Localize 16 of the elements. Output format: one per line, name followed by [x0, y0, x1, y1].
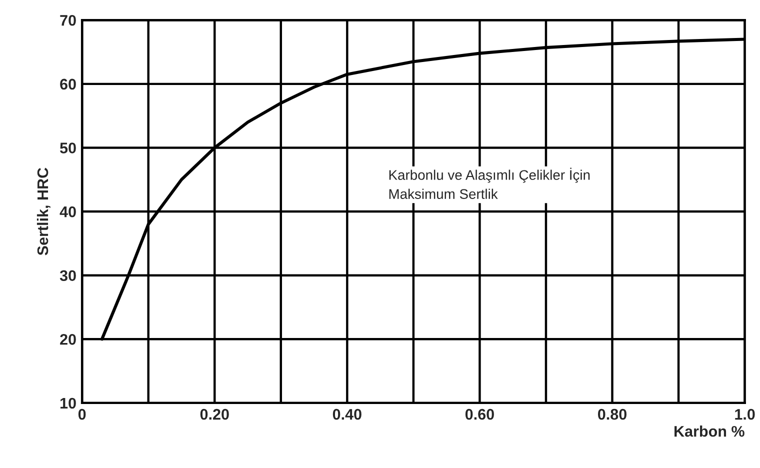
- x-tick-label: 0: [78, 408, 86, 420]
- y-tick-label: 50: [60, 142, 76, 154]
- y-tick-label: 10: [60, 398, 76, 409]
- y-tick-label: 20: [60, 334, 76, 345]
- y-tick-label: 40: [60, 206, 76, 218]
- annotation: Karbonlu ve Alaşımlı Çelikler İçin Maksimum Sertlik: [389, 168, 590, 199]
- x-tick-label: 0.60: [465, 408, 494, 420]
- y-axis-title: Sertlik, HRC: [36, 168, 50, 256]
- x-tick-label: 0.20: [200, 408, 229, 420]
- y-tick-label: 70: [60, 14, 76, 26]
- x-axis-title: Karbon %: [674, 426, 744, 437]
- y-tick-label: 30: [60, 270, 76, 282]
- x-tick-label: 0.40: [332, 408, 362, 420]
- x-tick-label: 0.80: [598, 408, 626, 420]
- y-tick-label: 60: [60, 78, 76, 90]
- x-tick-label: 1.0: [735, 408, 755, 420]
